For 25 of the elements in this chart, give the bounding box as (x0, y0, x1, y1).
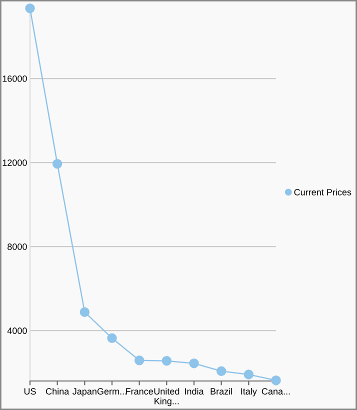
x-tick-label: US (24, 388, 36, 395)
y-tick-label: 16000 (2, 75, 27, 82)
point (134, 356, 144, 366)
point (80, 307, 90, 317)
x-tick-label: France (126, 388, 153, 395)
x-tick-label: Germ... (97, 388, 126, 395)
x-tick-label: United King... (154, 388, 180, 406)
x-tick-label: India (185, 388, 204, 395)
point (244, 370, 254, 380)
x-tick-label: Japan (72, 388, 96, 396)
x-tick-label: Cana... (262, 388, 290, 395)
x-tick-label: Brazil (210, 388, 232, 395)
y-tick-label: 4000 (7, 328, 27, 334)
point (25, 4, 35, 14)
x-tick-label: China (46, 388, 70, 395)
x-tick-label: Italy (241, 388, 257, 396)
point (216, 366, 226, 376)
y-tick-label: 12000 (2, 160, 27, 166)
point (189, 358, 199, 368)
point (52, 158, 62, 169)
y-tick-label: 8000 (8, 244, 27, 250)
point (107, 333, 117, 344)
legend-label: Current Prices (294, 188, 352, 196)
point (162, 356, 172, 366)
point (271, 376, 281, 386)
